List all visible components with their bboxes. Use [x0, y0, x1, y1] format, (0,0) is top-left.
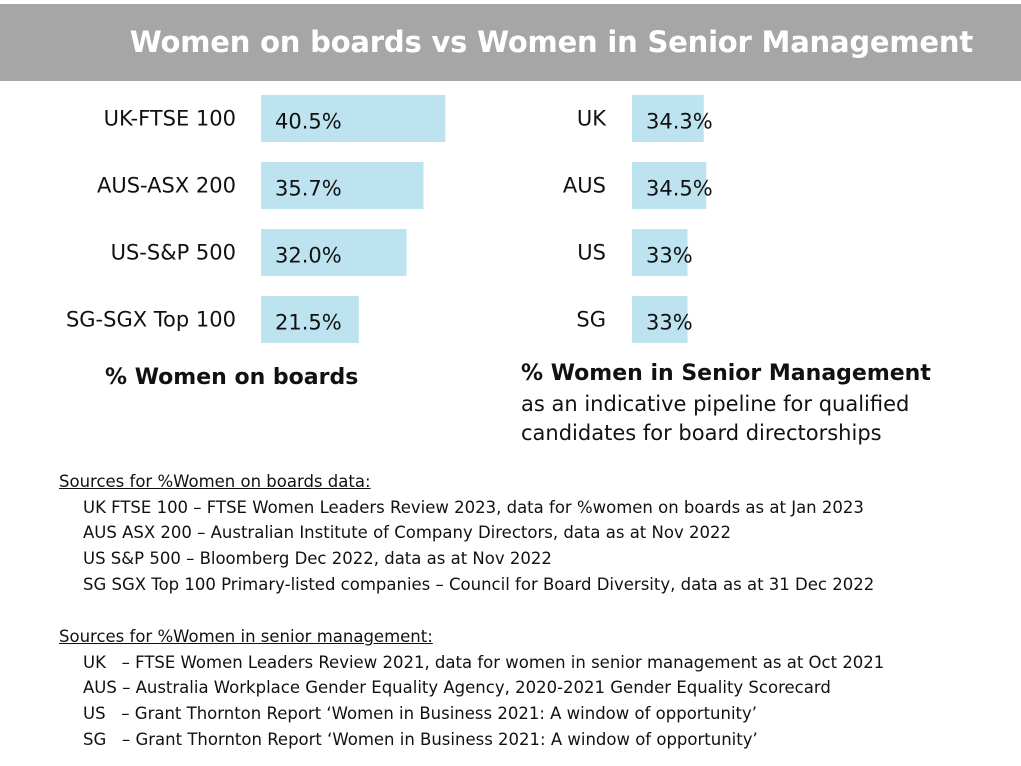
women-on-boards-chart: UK-FTSE 100 40.5% AUS-ASX 200 35.7% US-S&P 5… [66, 95, 446, 343]
mgmt-source-line: SG – Grant Thornton Report ‘Women in Bus… [83, 729, 758, 749]
page-title: Women on boards vs Women in Senior Manag… [129, 25, 973, 59]
data-label: 35.7% [275, 177, 342, 201]
category-label: US [577, 241, 606, 265]
category-label: AUS-ASX 200 [97, 174, 236, 198]
bar [261, 162, 424, 209]
women-in-senior-management-chart: UK 34.3% AUS 34.5% US 33% SG 33% [563, 95, 713, 343]
data-label: 33% [646, 311, 693, 335]
mgmt-chart-title: % Women in Senior Management [521, 361, 931, 386]
mgmt-source-line: US – Grant Thornton Report ‘Women in Bus… [83, 704, 758, 724]
category-label: SG-SGX Top 100 [66, 308, 236, 332]
bar [261, 95, 446, 142]
pipeline-note-line-1: as an indicative pipeline for qualified [521, 392, 910, 416]
category-label: UK [577, 107, 607, 131]
mgmt-sources: Sources for %Women in senior management:… [59, 624, 884, 753]
bar [632, 229, 688, 276]
boards-source-line: UK FTSE 100 – FTSE Women Leaders Review … [83, 497, 864, 517]
bar [632, 162, 707, 209]
bar [261, 296, 359, 343]
pipeline-note: as an indicative pipeline for qualified … [521, 390, 909, 448]
data-label: 21.5% [275, 311, 342, 335]
bar [632, 296, 688, 343]
data-label: 32.0% [275, 244, 342, 268]
category-label: UK-FTSE 100 [104, 107, 236, 131]
category-label: AUS [563, 174, 606, 198]
pipeline-note-line-2: candidates for board directorships [521, 421, 882, 445]
bar [632, 95, 704, 142]
title-bar: Women on boards vs Women in Senior Manag… [0, 4, 1021, 81]
boards-chart-title: % Women on boards [105, 365, 359, 390]
category-label: US-S&P 500 [111, 241, 236, 265]
data-label: 34.3% [646, 110, 713, 134]
mgmt-source-line: AUS – Australia Workplace Gender Equalit… [83, 678, 831, 698]
category-label: SG [576, 308, 606, 332]
boards-source-line: SG SGX Top 100 Primary-listed companies … [83, 574, 875, 594]
bar [261, 229, 407, 276]
data-label: 33% [646, 244, 693, 268]
boards-sources-heading: Sources for %Women on boards data: [59, 472, 371, 491]
mgmt-sources-heading: Sources for %Women in senior management: [59, 627, 433, 646]
mgmt-source-line: UK – FTSE Women Leaders Review 2021, dat… [83, 652, 885, 672]
boards-source-line: AUS ASX 200 – Australian Institute of Co… [83, 523, 731, 543]
data-label: 34.5% [646, 177, 713, 201]
data-label: 40.5% [275, 110, 342, 134]
boards-sources: Sources for %Women on boards data: UK FT… [59, 469, 874, 598]
boards-source-line: US S&P 500 – Bloomberg Dec 2022, data as… [83, 549, 552, 569]
